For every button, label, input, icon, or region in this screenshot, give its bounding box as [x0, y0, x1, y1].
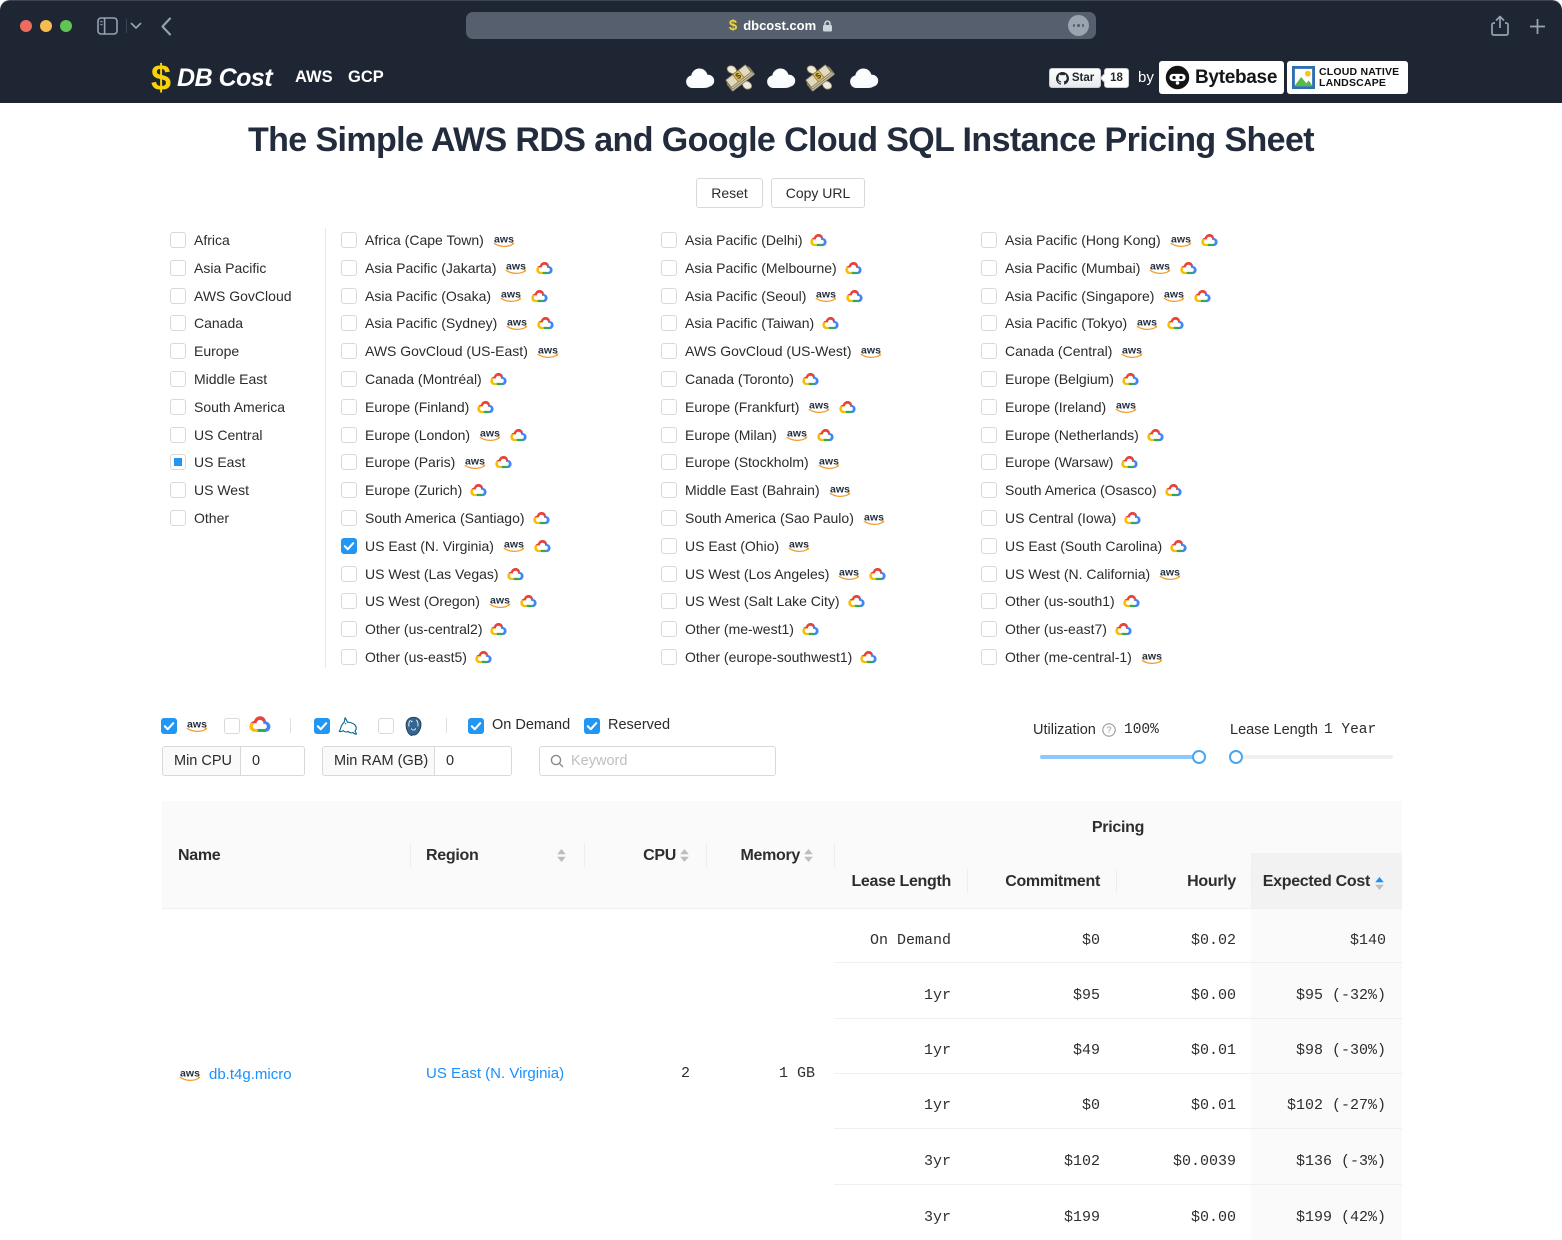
- svg-text:aws: aws: [1150, 261, 1170, 273]
- svg-text:aws: aws: [538, 344, 558, 356]
- svg-text:aws: aws: [1142, 650, 1162, 662]
- svg-text:aws: aws: [480, 428, 500, 440]
- svg-text:aws: aws: [187, 719, 207, 731]
- svg-text:aws: aws: [1116, 400, 1136, 412]
- svg-text:$: $: [813, 70, 823, 81]
- svg-text:aws: aws: [809, 400, 829, 412]
- svg-text:aws: aws: [1137, 316, 1157, 328]
- svg-text:aws: aws: [180, 1068, 200, 1080]
- svg-text:aws: aws: [504, 539, 524, 551]
- svg-text:aws: aws: [830, 483, 850, 495]
- svg-text:aws: aws: [861, 344, 881, 356]
- svg-text:aws: aws: [864, 511, 884, 523]
- svg-text:aws: aws: [465, 455, 485, 467]
- svg-text:aws: aws: [789, 539, 809, 551]
- svg-text:aws: aws: [1122, 344, 1142, 356]
- svg-text:aws: aws: [490, 594, 510, 606]
- svg-text:aws: aws: [839, 567, 859, 579]
- svg-text:?: ?: [1106, 725, 1111, 735]
- svg-text:aws: aws: [1164, 289, 1184, 301]
- svg-text:aws: aws: [1171, 233, 1191, 245]
- svg-text:$: $: [733, 70, 743, 81]
- svg-text:aws: aws: [819, 455, 839, 467]
- svg-text:aws: aws: [494, 233, 514, 245]
- svg-text:aws: aws: [501, 289, 521, 301]
- svg-text:aws: aws: [1160, 567, 1180, 579]
- svg-text:aws: aws: [506, 261, 526, 273]
- svg-text:aws: aws: [816, 289, 836, 301]
- svg-text:aws: aws: [507, 316, 527, 328]
- svg-text:aws: aws: [787, 428, 807, 440]
